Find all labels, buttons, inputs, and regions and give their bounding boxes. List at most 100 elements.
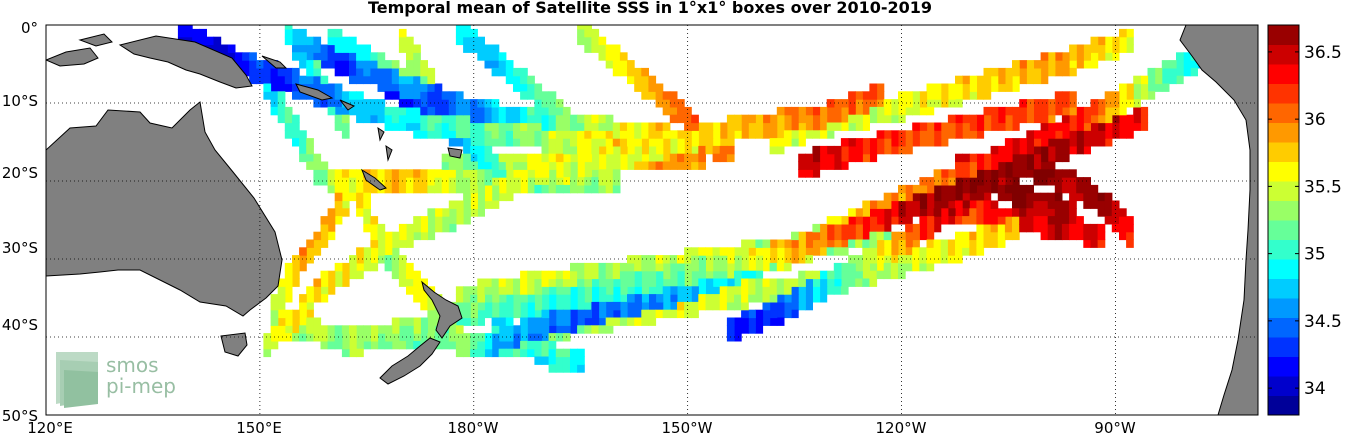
sss-cell <box>741 309 749 319</box>
sss-cell <box>833 270 842 280</box>
sss-cell <box>819 145 828 155</box>
sss-cell <box>634 75 642 85</box>
sss-cell <box>1040 200 1049 209</box>
sss-cell <box>1047 138 1056 147</box>
sss-cell <box>313 231 322 241</box>
sss-cell <box>455 161 464 170</box>
sss-cell <box>1033 106 1042 116</box>
sss-cell <box>612 286 621 295</box>
sss-cell <box>612 145 621 155</box>
sss-cell <box>805 130 813 139</box>
sss-cell <box>734 130 742 139</box>
sss-cell <box>905 247 913 256</box>
sss-cell <box>1069 130 1077 139</box>
sss-cell <box>840 223 849 233</box>
sss-cell <box>705 278 714 287</box>
sss-cell <box>527 153 535 163</box>
sss-cell <box>698 270 706 280</box>
sss-cell <box>677 286 685 295</box>
sss-cell <box>634 317 642 326</box>
sss-cell <box>577 270 585 280</box>
sss-cell <box>498 301 507 311</box>
sss-cell <box>413 52 421 61</box>
sss-cell <box>1026 67 1034 77</box>
sss-cell <box>1061 200 1070 209</box>
sss-cell <box>1026 114 1034 124</box>
sss-cell <box>448 138 457 147</box>
sss-cell <box>719 278 728 287</box>
sss-cell <box>413 184 421 194</box>
sss-cell <box>277 317 286 326</box>
sss-cell <box>591 177 600 186</box>
sss-cell <box>277 67 286 77</box>
sss-cell <box>826 286 835 295</box>
sss-cell <box>1126 122 1134 131</box>
sss-cell <box>1054 208 1063 217</box>
sss-cell <box>299 28 307 38</box>
sss-cell <box>883 145 892 155</box>
sss-cell <box>334 114 343 124</box>
sss-cell <box>562 278 571 287</box>
sss-cell <box>955 247 963 256</box>
sss-cell <box>669 153 678 163</box>
sss-cell <box>320 99 329 108</box>
sss-cell <box>1026 208 1034 217</box>
sss-cell <box>876 200 885 209</box>
sss-cell <box>349 44 357 53</box>
sss-cell <box>398 169 407 178</box>
sss-cell <box>320 44 329 53</box>
sss-cell <box>491 122 500 131</box>
sss-cell <box>370 169 379 178</box>
sss-cell <box>990 114 999 124</box>
sss-cell <box>1012 208 1020 217</box>
sss-cell <box>833 231 842 241</box>
sss-cell <box>997 192 1006 202</box>
sss-cell <box>1097 231 1106 241</box>
sss-cell <box>605 309 614 319</box>
sss-cell <box>1083 114 1091 124</box>
sss-cell <box>826 122 835 131</box>
sss-cell <box>812 169 821 178</box>
sss-cell <box>748 270 756 280</box>
sss-cell <box>441 122 450 131</box>
sss-cell <box>413 177 421 186</box>
sss-cell <box>570 153 578 163</box>
sss-cell <box>634 309 642 319</box>
sss-cell <box>890 106 899 116</box>
sss-cell <box>990 231 999 241</box>
sss-cell <box>434 169 443 178</box>
sss-cell <box>505 309 514 319</box>
sss-cell <box>470 348 478 358</box>
sss-cell <box>1090 114 1099 124</box>
sss-cell <box>969 91 977 100</box>
sss-cell <box>384 231 393 241</box>
sss-cell <box>1004 161 1013 170</box>
sss-cell <box>242 60 250 69</box>
sss-cell <box>1104 114 1113 124</box>
sss-cell <box>734 262 742 272</box>
sss-cell <box>406 83 414 92</box>
sss-cell <box>634 122 642 131</box>
sss-cell <box>477 52 485 61</box>
sss-cell <box>1012 106 1020 116</box>
new-zealand-south-island <box>379 337 441 385</box>
sss-cell <box>990 200 999 209</box>
sss-cell <box>833 216 842 225</box>
sss-cell <box>505 122 514 131</box>
sss-cell <box>719 130 728 139</box>
sss-cell <box>669 270 678 280</box>
sss-cell <box>719 262 728 272</box>
sss-cell <box>263 60 272 69</box>
sss-cell <box>955 83 963 92</box>
sss-cell <box>463 340 471 350</box>
sss-cell <box>491 192 500 202</box>
sss-cell <box>719 138 728 147</box>
sss-cell <box>969 161 977 170</box>
sss-cell <box>1069 91 1077 100</box>
sss-cell <box>648 278 657 287</box>
sss-cell <box>662 91 671 100</box>
sss-cell <box>1054 145 1063 155</box>
sss-cell <box>912 200 920 209</box>
sss-cell <box>513 106 521 116</box>
